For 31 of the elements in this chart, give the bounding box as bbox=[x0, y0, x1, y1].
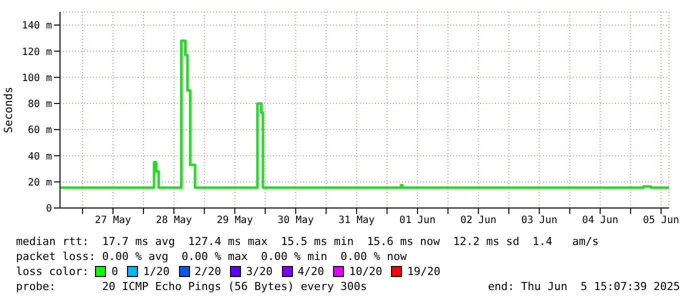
y-tick-label: 40 m bbox=[28, 151, 52, 162]
text: 4/20 bbox=[298, 264, 324, 279]
text: probe: 20 ICMP Echo Pings (56 Bytes) every 300s bbox=[16, 279, 367, 294]
y-tick-label: 140 m bbox=[22, 20, 52, 32]
text: 1/20 bbox=[143, 264, 170, 279]
x-tick-label: 31 May bbox=[338, 215, 375, 226]
text: end: Thu Jun 5 15:07:39 2025 bbox=[488, 279, 680, 294]
x-tick-label: 28 May bbox=[156, 215, 192, 226]
y-tick-label: 20 m bbox=[28, 177, 52, 188]
x-tick-label: 04 Jun bbox=[582, 215, 618, 226]
text: loss color: bbox=[16, 264, 90, 279]
x-tick-label: 05 Jun bbox=[643, 215, 680, 226]
x-tick-label: 29 May bbox=[216, 215, 253, 226]
text: 3/20 bbox=[246, 264, 273, 279]
text: 19/20 bbox=[407, 264, 440, 279]
y-tick-label: 100 m bbox=[22, 72, 52, 84]
text: median rtt: 17.7 ms avg 127.4 ms max 15.5 ms min 15.6 ms now 12.2 ms sd 1.4 am/s bbox=[16, 234, 600, 249]
y-tick-label: 0 bbox=[46, 204, 52, 215]
y-tick-label: 120 m bbox=[22, 46, 52, 58]
y-tick-label: 80 m bbox=[28, 99, 52, 110]
x-tick-label: 01 Jun bbox=[399, 215, 436, 226]
x-tick-label: 30 May bbox=[278, 215, 314, 226]
text: packet loss: 0.00 % avg 0.00 % max 0.00 % min 0.00 % now bbox=[16, 249, 408, 264]
text: 10/20 bbox=[349, 264, 382, 279]
text: 0 bbox=[111, 264, 118, 279]
x-tick-label: 27 May bbox=[94, 215, 132, 226]
y-axis-title: Seconds bbox=[2, 86, 15, 134]
y-tick-label: 60 m bbox=[28, 125, 52, 136]
x-tick-label: 03 Jun bbox=[521, 215, 558, 226]
text: 2/20 bbox=[194, 264, 222, 279]
x-tick-label: 02 Jun bbox=[460, 215, 496, 226]
